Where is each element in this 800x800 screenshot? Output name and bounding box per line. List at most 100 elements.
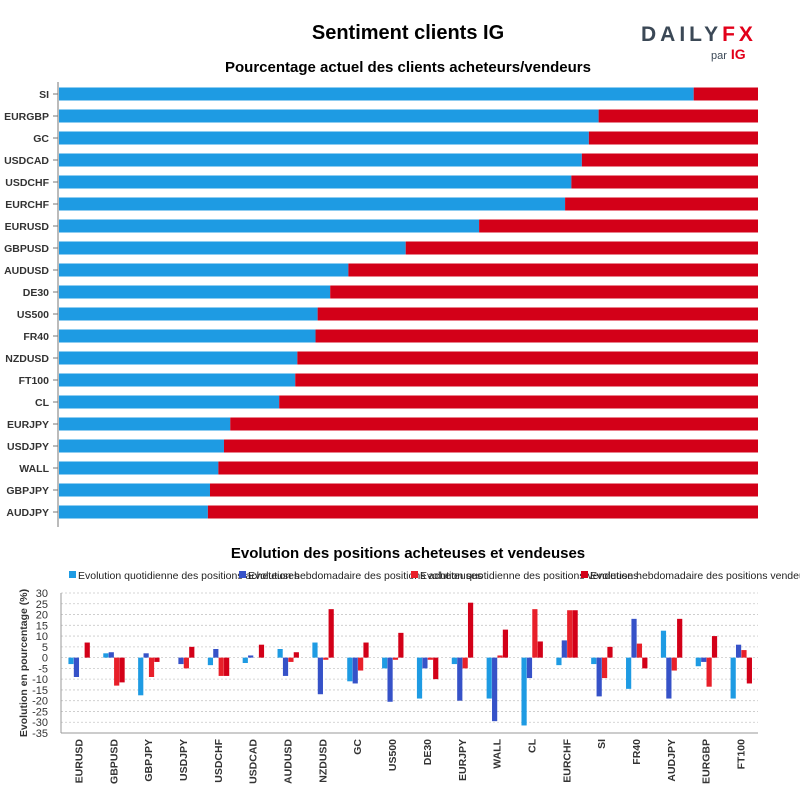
top-category-label: EURUSD <box>5 221 50 233</box>
sellers-bar-usdjpy <box>223 439 759 453</box>
logo-brand-fx: FX <box>722 23 757 46</box>
buyers-bar-eurusd <box>59 219 480 233</box>
evolution-bar-fr40-s2 <box>631 618 637 658</box>
legend-marker <box>411 571 418 578</box>
evolution-bar-cl-s2 <box>526 657 533 679</box>
y-tick-label: 5 <box>42 642 48 654</box>
sellers-bar-gbpjpy <box>209 483 758 497</box>
evolution-bar-gbpusd-s4 <box>119 657 125 683</box>
evolution-bar-ft100-s2 <box>735 644 742 658</box>
evolution-bar-us500-s3 <box>392 657 399 660</box>
evolution-bar-eurusd-s2 <box>73 657 80 677</box>
buyers-bar-de30 <box>59 285 331 299</box>
y-tick-label: 15 <box>36 620 48 632</box>
x-category-label: NZDUSD <box>317 739 329 783</box>
x-category-label: EURCHF <box>561 738 573 782</box>
evolution-bar-audusd-s3 <box>288 657 294 662</box>
evolution-bar-cl-s4 <box>537 641 543 658</box>
top-category-label: GBPJPY <box>6 485 49 497</box>
y-tick-label: -20 <box>32 696 48 708</box>
sellers-bar-ft100 <box>295 373 758 387</box>
evolution-bar-de30-s4 <box>433 657 439 680</box>
evolution-bar-us500-s2 <box>387 657 393 702</box>
evolution-bar-us500-s1 <box>382 657 388 669</box>
top-category-label: CL <box>35 397 50 409</box>
x-category-label: SI <box>596 739 608 749</box>
buyers-bar-eurjpy <box>59 417 231 431</box>
evolution-bar-nzdusd-s3 <box>323 657 329 660</box>
sellers-bar-usdcad <box>581 153 758 167</box>
evolution-bar-audjpy-s1 <box>660 630 667 658</box>
top-category-label: EURCHF <box>5 199 49 211</box>
evolution-bar-usdjpy-s2 <box>178 657 184 665</box>
evolution-bar-ft100-s1 <box>730 657 736 699</box>
evolution-bar-si-s4 <box>607 646 613 658</box>
buyers-bar-usdcad <box>59 153 582 167</box>
evolution-bar-eurusd-s4 <box>84 642 90 658</box>
evolution-bar-fr40-s1 <box>626 657 632 689</box>
evolution-bar-wall-s3 <box>497 655 503 658</box>
y-tick-label: -10 <box>32 674 48 686</box>
evolution-bar-fr40-s3 <box>636 643 643 658</box>
buyers-bar-us500 <box>59 307 318 321</box>
evolution-bar-eurjpy-s1 <box>451 657 457 665</box>
x-category-label: USDCHF <box>213 738 225 782</box>
evolution-bar-gbpjpy-s3 <box>148 657 155 677</box>
top-category-label: FT100 <box>19 375 50 387</box>
evolution-bar-eurchf-s1 <box>556 657 562 666</box>
evolution-bar-eurchf-s3 <box>567 610 573 658</box>
buyers-bar-gbpjpy <box>59 483 210 497</box>
top-category-label: USDCAD <box>4 155 49 167</box>
sellers-bar-wall <box>218 461 758 475</box>
sellers-bar-gc <box>588 131 758 145</box>
y-tick-label: 0 <box>42 653 48 665</box>
x-category-label: CL <box>526 738 538 753</box>
evolution-bar-eurchf-s4 <box>572 610 578 658</box>
evolution-bar-eurgbp-s2 <box>701 657 707 662</box>
x-category-label: EURUSD <box>73 739 85 784</box>
evolution-chart-title: Evolution des positions acheteuses et ve… <box>230 545 586 562</box>
evolution-bar-de30-s2 <box>422 657 428 669</box>
buyers-bar-audjpy <box>59 505 208 519</box>
x-category-label: AUDJPY <box>666 739 678 782</box>
legend-label: Evolution hebdomadaire des positions ach… <box>248 570 482 582</box>
x-category-label: GBPUSD <box>108 739 120 784</box>
x-category-label: WALL <box>492 738 504 768</box>
x-category-label: USDJPY <box>178 739 190 781</box>
top-category-label: AUDJPY <box>6 507 49 519</box>
evolution-bar-usdchf-s1 <box>207 657 214 666</box>
sellers-bar-de30 <box>330 285 758 299</box>
evolution-bar-de30-s1 <box>416 657 423 699</box>
sellers-bar-gbpusd <box>405 241 758 255</box>
top-category-label: DE30 <box>23 287 49 299</box>
buyers-bar-cl <box>59 395 280 409</box>
evolution-bar-cl-s1 <box>521 657 527 726</box>
buyers-bar-usdchf <box>59 175 572 189</box>
x-category-label: US500 <box>387 739 399 771</box>
buyers-bar-ft100 <box>59 373 296 387</box>
evolution-bar-audusd-s1 <box>277 649 283 658</box>
evolution-bar-gc-s4 <box>363 642 369 658</box>
sellers-bar-nzdusd <box>297 351 758 365</box>
evolution-bar-wall-s4 <box>502 629 509 658</box>
top-category-label: EURGBP <box>4 111 49 123</box>
evolution-bar-wall-s2 <box>492 657 498 722</box>
buyers-bar-eurgbp <box>59 109 599 123</box>
x-category-label: FT100 <box>736 739 748 770</box>
evolution-bar-usdchf-s2 <box>213 649 219 658</box>
main-title: Sentiment clients IG <box>311 22 505 44</box>
evolution-bar-usdcad-s4 <box>258 644 265 658</box>
evolution-bar-usdcad-s1 <box>242 657 248 663</box>
logo-ig: IG <box>730 46 746 62</box>
evolution-bar-usdchf-s4 <box>224 657 230 676</box>
buyers-bar-gbpusd <box>59 241 406 255</box>
sellers-bar-eurchf <box>565 197 758 211</box>
sellers-bar-us500 <box>317 307 758 321</box>
y-tick-label: 25 <box>36 599 48 611</box>
evolution-bar-eurgbp-s4 <box>711 636 718 658</box>
logo-par: par <box>711 50 727 62</box>
evolution-bar-nzdusd-s1 <box>312 642 318 658</box>
legend-marker <box>69 571 76 578</box>
evolution-bar-eurchf-s2 <box>561 640 567 658</box>
